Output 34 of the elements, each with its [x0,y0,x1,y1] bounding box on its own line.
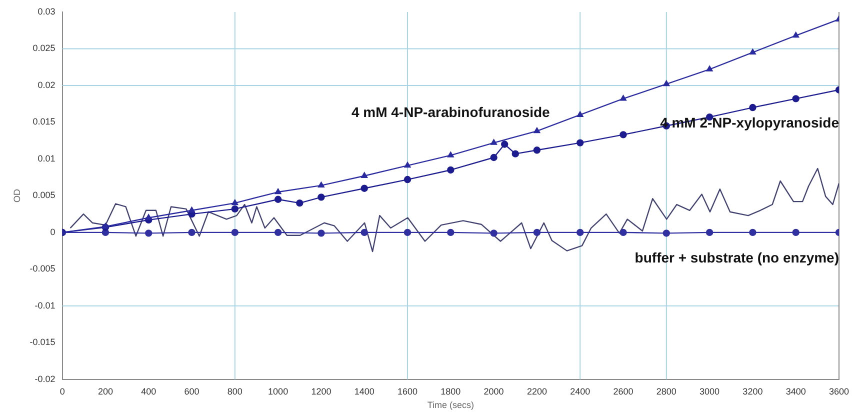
y-tick-label: 0.005 [32,190,56,200]
y-tick-label: -0.01 [34,300,56,310]
y-axis-title: OD [12,188,22,202]
y-tick-label: -0.015 [30,337,56,348]
x-tick-label: 2600 [613,386,634,396]
x-tick-label: 800 [227,386,242,396]
y-tick-label: 0.03 [38,6,56,16]
x-tick-label: 200 [98,386,113,396]
x-tick-label: 3600 [828,386,850,396]
x-tick-label: 3000 [700,386,720,396]
x-tick-label: 1600 [397,386,418,396]
x-tick-label: 1400 [354,386,374,396]
x-tick-label: 0 [60,386,65,396]
y-tick-label: -0.02 [34,374,56,384]
y-tick-label: 0 [50,226,56,237]
y-tick-label: 0.01 [38,153,56,164]
y-tick-label: 0.02 [38,80,56,90]
x-tick-label: 3200 [742,386,763,396]
y-tick-label: 0.025 [32,43,56,54]
y-tick-label: 0.015 [32,116,56,127]
x-tick-label: 600 [184,386,200,396]
x-tick-label: 1200 [311,386,332,396]
x-tick-label: 1000 [268,386,288,396]
x-tick-label: 1800 [440,386,461,396]
y-tick-label: -0.005 [30,264,56,274]
series-label: 4 mM 4-NP-arabinofuranoside [351,104,550,120]
x-tick-label: 3400 [786,386,806,396]
series-label: buffer + substrate (no enzyme) [634,249,839,266]
x-axis-title: Time (secs) [427,400,474,410]
x-tick-label: 2000 [484,386,504,396]
x-tick-label: 2200 [526,386,547,396]
x-tick-label: 2400 [570,386,590,396]
x-tick-label: 400 [141,386,156,396]
x-tick-label: 2800 [656,386,676,396]
